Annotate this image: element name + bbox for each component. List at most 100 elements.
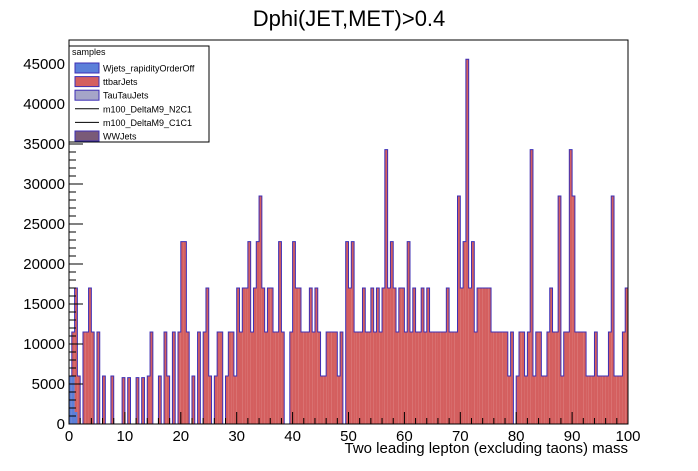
histogram-bar bbox=[150, 332, 153, 424]
histogram-bar bbox=[289, 332, 293, 424]
histogram-bar bbox=[88, 288, 92, 424]
histogram-bar bbox=[320, 376, 324, 424]
legend-label: m100_DeltaM9_C1C1 bbox=[103, 118, 192, 128]
y-tick-label: 40000 bbox=[23, 96, 65, 113]
histogram-bar bbox=[569, 149, 573, 424]
legend-swatch bbox=[74, 130, 100, 142]
histogram-bar bbox=[256, 241, 260, 424]
histogram-bar bbox=[510, 332, 514, 424]
histogram-bar bbox=[306, 332, 310, 424]
histogram-bar bbox=[74, 412, 78, 424]
histogram-bar bbox=[429, 332, 433, 424]
histogram-bar bbox=[91, 332, 95, 424]
histogram-bar bbox=[247, 241, 251, 424]
histogram-bar bbox=[219, 332, 223, 424]
histogram-bar bbox=[485, 288, 489, 424]
legend-label: TauTauJets bbox=[103, 91, 149, 101]
histogram-bar bbox=[412, 288, 416, 424]
histogram-bar bbox=[345, 241, 349, 424]
histogram-bar bbox=[401, 288, 405, 424]
histogram-bar bbox=[538, 332, 542, 424]
histogram-bar bbox=[421, 288, 424, 424]
histogram-bar bbox=[516, 376, 519, 424]
x-tick-label: 70 bbox=[452, 428, 469, 445]
histogram-bar bbox=[432, 332, 436, 424]
histogram-bar bbox=[479, 288, 483, 424]
histogram-bar bbox=[493, 332, 497, 424]
histogram-bar bbox=[457, 196, 461, 424]
histogram-bar bbox=[415, 332, 419, 424]
histogram-bar bbox=[77, 376, 81, 424]
histogram-bar bbox=[608, 332, 612, 424]
y-tick-label: 20000 bbox=[23, 256, 65, 273]
histogram-bar bbox=[186, 332, 190, 424]
legend-title: samples bbox=[72, 47, 106, 57]
histogram-bar bbox=[566, 332, 570, 424]
histogram-bar bbox=[507, 376, 511, 424]
histogram-bar bbox=[205, 288, 209, 424]
histogram-bar bbox=[541, 376, 545, 424]
histogram-bar bbox=[468, 288, 472, 424]
histogram-bar bbox=[158, 376, 162, 424]
histogram-bar bbox=[586, 376, 589, 424]
histogram-bar bbox=[102, 376, 106, 424]
legend-label: WWJets bbox=[103, 132, 137, 142]
histogram-bar bbox=[398, 288, 402, 424]
histogram-bar bbox=[228, 332, 232, 424]
histogram-bar bbox=[356, 332, 360, 424]
histogram-bar bbox=[74, 288, 78, 424]
histogram-bar bbox=[317, 332, 321, 424]
histogram-bar bbox=[597, 376, 601, 424]
histogram-bar bbox=[245, 288, 248, 424]
histogram-bar bbox=[460, 288, 464, 424]
histogram-bar bbox=[418, 332, 422, 424]
legend-swatch bbox=[74, 89, 100, 101]
histogram-bar bbox=[491, 332, 494, 424]
histogram-bar bbox=[572, 196, 575, 424]
histogram-bar bbox=[527, 332, 531, 424]
histogram-bar bbox=[379, 332, 383, 424]
x-tick-label: 60 bbox=[396, 428, 413, 445]
histogram-bar bbox=[136, 377, 139, 424]
histogram-bar bbox=[362, 288, 366, 424]
x-tick-label: 30 bbox=[228, 428, 245, 445]
x-tick-label: 40 bbox=[284, 428, 301, 445]
histogram-bar bbox=[625, 288, 628, 424]
histogram-bar bbox=[446, 288, 450, 424]
histogram-bar bbox=[577, 332, 581, 424]
histogram-bar bbox=[488, 288, 492, 424]
histogram-bar bbox=[275, 332, 279, 424]
histogram-bar bbox=[382, 288, 385, 424]
histogram-bar bbox=[600, 376, 603, 424]
histogram-bar bbox=[340, 332, 343, 424]
histogram-bar bbox=[546, 332, 550, 424]
histogram-bar bbox=[496, 332, 500, 424]
histogram-bar bbox=[281, 332, 285, 424]
histogram-bar bbox=[359, 332, 363, 424]
histogram-bar bbox=[407, 241, 410, 424]
histogram-bar bbox=[482, 288, 486, 424]
histogram-bar bbox=[250, 332, 254, 424]
bars-layer bbox=[68, 58, 629, 425]
histogram-bar bbox=[331, 332, 335, 424]
legend-layer: samples Wjets_rapidityOrderOff ttbarJets Ta… bbox=[68, 45, 210, 143]
histogram-bar bbox=[423, 332, 427, 424]
histogram-bar bbox=[197, 332, 201, 424]
y-tick-label: 45000 bbox=[23, 56, 65, 73]
histogram-bar bbox=[233, 376, 237, 424]
histogram-bar bbox=[368, 332, 371, 424]
histogram-bar bbox=[298, 288, 301, 424]
histogram-bar bbox=[351, 241, 355, 424]
histogram-bar bbox=[141, 377, 145, 424]
histogram-bar bbox=[292, 241, 296, 424]
histogram-bar bbox=[502, 332, 506, 424]
histogram-bar bbox=[560, 376, 564, 424]
chart-title: Dphi(JET,MET)>0.4 bbox=[252, 6, 446, 31]
histogram-bar bbox=[273, 332, 276, 424]
histogram-bar bbox=[409, 332, 413, 424]
histogram-bar bbox=[267, 288, 271, 424]
histogram-bar bbox=[426, 288, 430, 424]
histogram-bar bbox=[82, 332, 86, 424]
histogram-bar bbox=[172, 332, 176, 424]
